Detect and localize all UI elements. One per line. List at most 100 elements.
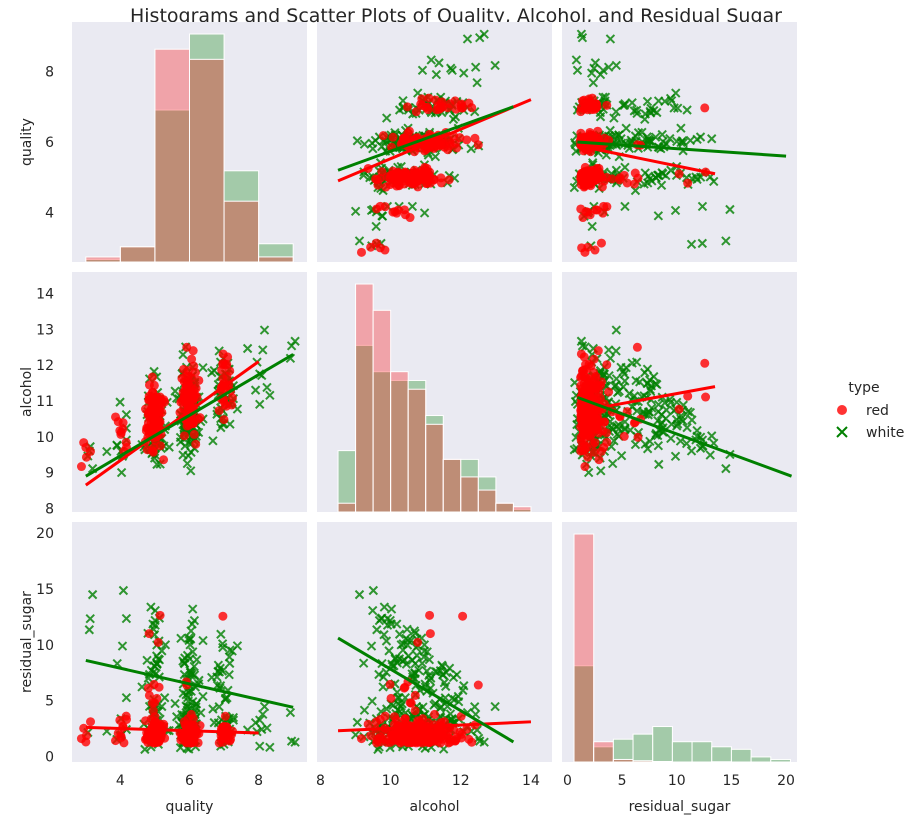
x-tick-label: 8 (316, 773, 325, 789)
red-point (594, 455, 604, 465)
x-tick-label: 10 (382, 773, 400, 789)
white-point (651, 173, 661, 183)
red-point (375, 715, 385, 725)
red-point (457, 729, 467, 739)
red-point (76, 462, 86, 472)
hist-bar-red (512, 506, 532, 512)
white-point (635, 377, 645, 387)
white-point (186, 466, 196, 476)
white-point (682, 105, 692, 115)
white-point (384, 646, 394, 656)
white-point (170, 386, 180, 396)
red-point (464, 734, 474, 744)
hist-bar-white (750, 756, 772, 762)
white-point (643, 410, 653, 420)
white-point (121, 409, 132, 420)
white-point (142, 655, 152, 666)
white-point (577, 341, 588, 351)
white-point (438, 669, 448, 680)
white-point (470, 62, 481, 72)
white-point (186, 626, 196, 636)
white-point (259, 701, 270, 712)
white-point (402, 624, 412, 634)
y-axis-label: quality (19, 118, 35, 166)
white-point (198, 635, 208, 646)
panel-alcohol-vs-quality (72, 272, 307, 512)
hist-bar-white (612, 738, 634, 762)
white-point (671, 88, 681, 98)
regression-line-white (85, 353, 294, 478)
red-point (583, 172, 593, 182)
red-point (583, 452, 593, 462)
red-point (386, 170, 396, 180)
regression-line-white (576, 395, 793, 478)
y-tick-label: 12 (36, 358, 54, 374)
white-point (675, 436, 686, 446)
panel-content (76, 585, 300, 755)
white-point (653, 399, 664, 410)
red-point (143, 737, 153, 747)
white-point (426, 55, 436, 65)
red-point (599, 442, 609, 452)
y-tick-label: 0 (45, 749, 54, 765)
white-point (490, 60, 500, 71)
white-point (255, 399, 265, 409)
chart-title: Histograms and Scatter Plots of Quality,… (130, 5, 782, 27)
x-tick-label: 6 (185, 773, 194, 789)
red-point (118, 418, 128, 428)
white-point (683, 407, 693, 417)
white-point (179, 658, 190, 669)
y-tick-label: 14 (36, 286, 54, 302)
x-tick-label: 8 (254, 773, 263, 789)
red-point (190, 367, 200, 377)
white-point (595, 112, 606, 122)
white-point (121, 692, 132, 703)
white-point (170, 698, 180, 709)
red-point (413, 637, 423, 647)
panel-content (337, 585, 532, 755)
red-point (398, 172, 408, 182)
hist-bar-red (119, 246, 156, 262)
white-point (407, 201, 418, 212)
white-point (709, 176, 719, 187)
red-point (149, 443, 159, 453)
red-point (150, 698, 160, 708)
white-point (265, 390, 275, 401)
red-point (386, 693, 396, 703)
white-point (627, 98, 637, 108)
white-point (657, 129, 667, 140)
white-point (164, 442, 174, 452)
red-point (393, 205, 403, 215)
red-point (388, 132, 398, 142)
white-point (430, 151, 441, 162)
legend: type red white (836, 380, 904, 441)
white-point (640, 114, 650, 125)
red-point (414, 176, 424, 186)
white-point (632, 406, 642, 416)
white-point (258, 345, 268, 355)
red-point (589, 104, 599, 114)
white-point (431, 69, 442, 80)
red-point (462, 135, 472, 145)
x-tick-label: 0 (563, 773, 572, 789)
red-point (385, 679, 395, 689)
red-point (220, 711, 230, 721)
hist-bar-red (390, 371, 409, 512)
white-point (605, 34, 616, 44)
white-point (666, 419, 677, 429)
white-point (434, 58, 444, 68)
red-point (385, 737, 395, 747)
red-point (402, 102, 412, 112)
red-point (86, 446, 96, 456)
white-point (439, 677, 450, 688)
white-point (436, 702, 447, 712)
white-point (611, 325, 622, 335)
red-point (159, 455, 169, 465)
white-point (401, 633, 411, 644)
white-point (187, 669, 197, 679)
white-point (686, 446, 697, 456)
hist-bar-white (711, 746, 732, 762)
hist-bar-white (671, 741, 693, 762)
white-point (192, 654, 202, 665)
